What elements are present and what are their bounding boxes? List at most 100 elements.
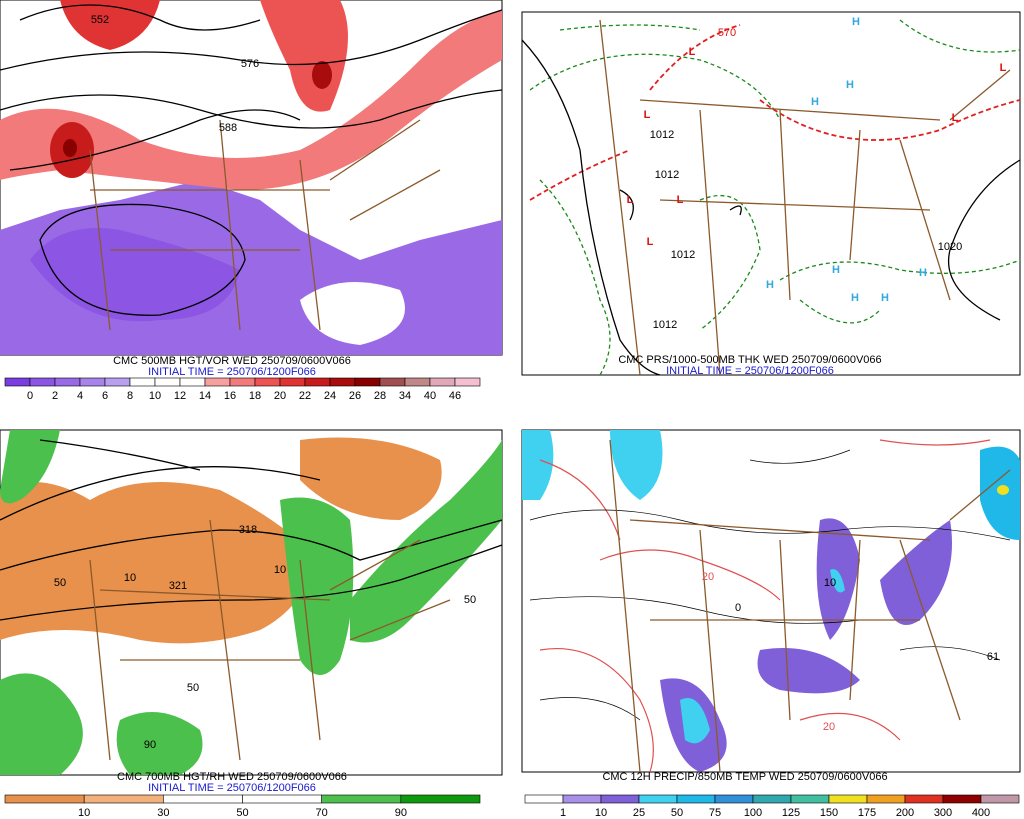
- panel-annotations: CMC 500MB HGT/VOR WED 250709/0600V066INI…: [4, 14, 1020, 819]
- colorbar-segment: [321, 794, 402, 804]
- map-label: 10: [824, 577, 836, 589]
- map-label: 588: [219, 122, 237, 134]
- initial-time: INITIAL TIME = 250706/1200F066: [148, 366, 316, 378]
- map-label: 61: [987, 651, 999, 663]
- colorbar-label: 50: [671, 807, 683, 819]
- colorbar-label: 4: [77, 390, 83, 402]
- colorbar-label: 8: [127, 390, 133, 402]
- panel-title: CMC 12H PRECIP/850MB TEMP WED 250709/060…: [602, 771, 887, 783]
- colorbar-label: 90: [395, 807, 407, 819]
- colorbar-segment: [204, 377, 231, 387]
- map-label: H: [846, 79, 854, 91]
- colorbar-segment: [714, 794, 754, 804]
- colorbar-segment: [163, 794, 243, 804]
- colorbar-segment: [562, 794, 602, 804]
- colorbar-segment: [454, 377, 481, 387]
- map-label: H: [881, 292, 889, 304]
- colorbar-segment: [828, 794, 868, 804]
- map-label: L: [1000, 62, 1007, 74]
- colorbar-label: 10: [149, 390, 161, 402]
- map-label: 50: [187, 682, 199, 694]
- map-label: 1012: [653, 319, 677, 331]
- colorbar-label: 14: [199, 390, 211, 402]
- colorbar-segment: [790, 794, 830, 804]
- panel-title: CMC 500MB HGT/VOR WED 250709/0600V066: [113, 355, 351, 367]
- colorbar-label: 300: [934, 807, 952, 819]
- colorbar-label: 34: [399, 390, 411, 402]
- map-label: 318: [239, 524, 257, 536]
- initial-time: INITIAL TIME = 250706/1200F066: [666, 365, 834, 377]
- map-label: 10: [124, 572, 136, 584]
- map-precip: [521, 429, 1021, 773]
- colorbar-segment: [400, 794, 481, 804]
- colorbar-segment: [4, 377, 31, 387]
- colorbar-label: 100: [744, 807, 762, 819]
- colorbar-segment: [254, 377, 281, 387]
- colorbar-label: 150: [820, 807, 838, 819]
- colorbar-segment: [29, 377, 56, 387]
- map-label: 576: [241, 58, 259, 70]
- map-label: 1012: [655, 169, 679, 181]
- map-label: L: [647, 236, 654, 248]
- map-label: L: [677, 194, 684, 206]
- colorbar-label: 50: [236, 807, 248, 819]
- map-label: H: [811, 96, 819, 108]
- colorbar-segment: [379, 377, 406, 387]
- colorbar-segment: [154, 377, 181, 387]
- colorbar-segment: [83, 794, 164, 804]
- colorbar-label: 0: [27, 390, 33, 402]
- colorbar-label: 125: [782, 807, 800, 819]
- map-label: H: [766, 279, 774, 291]
- map-label: 1012: [650, 129, 674, 141]
- colorbar-segment: [179, 377, 206, 387]
- colorbar-label: 24: [324, 390, 336, 402]
- colorbar-label: 70: [316, 807, 328, 819]
- colorbar-label: 16: [224, 390, 236, 402]
- colorbar-segment: [229, 377, 256, 387]
- map-label: L: [952, 112, 959, 124]
- map-label: 10: [274, 564, 286, 576]
- colorbar-label: 30: [157, 807, 169, 819]
- map-label: 20: [823, 721, 835, 733]
- colorbar-segment: [942, 794, 982, 804]
- map-label: 570: [718, 27, 736, 39]
- colorbar-segment: [279, 377, 306, 387]
- colorbar-label: 22: [299, 390, 311, 402]
- colorbar-label: 12: [174, 390, 186, 402]
- map-label: 90: [144, 739, 156, 751]
- map-label: H: [851, 292, 859, 304]
- colorbar-segment: [904, 794, 944, 804]
- colorbar-segment: [54, 377, 81, 387]
- map-700mb: [0, 429, 503, 776]
- map-label: H: [832, 264, 840, 276]
- colorbar-label: 10: [78, 807, 90, 819]
- colorbar-label: 6: [102, 390, 108, 402]
- map-label: 1012: [671, 249, 695, 261]
- map-label: 20: [702, 571, 714, 583]
- colorbar-label: 46: [449, 390, 461, 402]
- colorbar-segment: [354, 377, 381, 387]
- colorbar-label: 2: [52, 390, 58, 402]
- map-label: 552: [91, 14, 109, 26]
- map-label: 50: [464, 594, 476, 606]
- map-label: 1020: [938, 241, 962, 253]
- colorbar-segment: [980, 794, 1020, 804]
- colorbar-label: 10: [595, 807, 607, 819]
- colorbar-segment: [752, 794, 792, 804]
- panel-title: CMC 700MB HGT/RH WED 250709/0600V066: [117, 771, 347, 783]
- colorbar-label: 28: [374, 390, 386, 402]
- map-label: L: [627, 194, 634, 206]
- colorbar-label: 26: [349, 390, 361, 402]
- colorbar-segment: [638, 794, 678, 804]
- initial-time: INITIAL TIME = 250706/1200F066: [148, 782, 316, 794]
- map-label: H: [919, 267, 927, 279]
- map-500mb: [0, 0, 503, 356]
- colorbar-segment: [429, 377, 456, 387]
- map-label: H: [852, 16, 860, 28]
- colorbar-segment: [329, 377, 356, 387]
- colorbar-segment: [404, 377, 431, 387]
- colorbar-segment: [4, 794, 85, 804]
- colorbar-segment: [129, 377, 156, 387]
- colorbar-segment: [600, 794, 640, 804]
